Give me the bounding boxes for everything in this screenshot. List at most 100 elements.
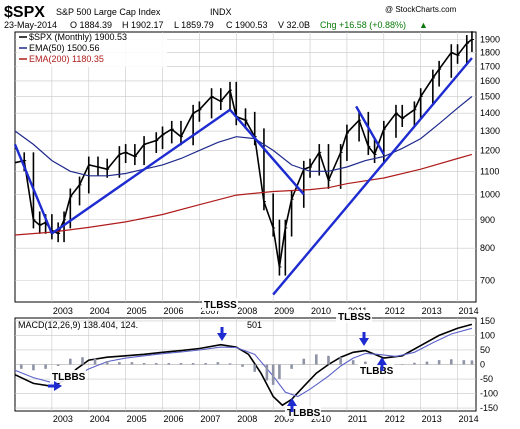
macd-histogram-bar [437, 360, 441, 365]
price-x-tick: 2014 [459, 306, 479, 316]
macd-histogram-bar [56, 364, 60, 366]
annotation-backdrop [285, 406, 321, 419]
macd-histogram-bar [290, 364, 293, 369]
trendlines [13, 57, 473, 296]
macd-histogram-bar [204, 363, 207, 365]
macd-histogram-bar [118, 362, 121, 365]
price-x-axis: 2003200420052006200720082009201020112012… [53, 306, 479, 316]
trendline [51, 108, 231, 235]
exchange-label: INDX [210, 7, 232, 17]
macd-histogram-bar [462, 360, 466, 365]
price-x-tick: 2009 [274, 306, 294, 316]
price-series-line [14, 38, 473, 268]
macd-histogram-bar [413, 362, 416, 365]
price-x-tick: 2008 [237, 306, 257, 316]
macd-histogram-bar [278, 364, 281, 380]
close-value: C 1900.53 [226, 20, 268, 30]
price-y-tick: 700 [480, 275, 495, 285]
price-series [14, 31, 474, 276]
macd-x-tick: 2014 [459, 414, 479, 424]
macd-histogram-bar [154, 363, 158, 365]
volume-value: V 32.0B [278, 20, 310, 30]
price-y-tick: 1900 [480, 35, 500, 45]
price-y-tick: 1600 [480, 76, 500, 86]
macd-x-tick: 2009 [274, 414, 294, 424]
macd-histogram-bar [167, 363, 171, 365]
macd-y-tick: -150 [480, 403, 498, 413]
macd-histogram-bar [449, 359, 453, 365]
price-y-tick: 1000 [480, 189, 500, 199]
ema200-line [14, 153, 473, 236]
price-x-tick: 2004 [90, 306, 110, 316]
macd-y-tick: 0 [480, 360, 485, 370]
macd-x-tick: 2005 [127, 414, 147, 424]
arrow-icon [377, 357, 387, 365]
legend-ema200-text: EMA(200) 1180.35 [29, 54, 104, 64]
price-y-tick: 1700 [480, 61, 500, 71]
stockcharts-watermark: @ StockCharts.com [385, 5, 457, 14]
macd-histogram-bar [105, 361, 109, 365]
macd-x-tick: 2011 [348, 414, 367, 424]
price-x-tick: 2005 [127, 306, 147, 316]
price-y-tick: 800 [480, 243, 495, 253]
annotation-label: TLBSS [204, 300, 237, 311]
annotation-backdrop [336, 310, 372, 323]
macd-x-tick: 2007 [200, 414, 220, 424]
macd-histogram-bar [327, 355, 330, 365]
macd-y-axis: -150 -100 -50 0 50 100 150 [480, 316, 498, 413]
macd-histogram-bar [32, 364, 35, 371]
macd-histogram-bar [216, 362, 220, 365]
macd-histogram-bar [81, 357, 84, 365]
macd-histogram-bar [142, 363, 146, 365]
high-value: H 1902.17 [122, 20, 164, 30]
price-x-tick: 2003 [53, 306, 73, 316]
arrow-icon [54, 381, 62, 391]
macd-histogram-bar [44, 364, 47, 369]
macd-y-tick: -100 [480, 389, 498, 399]
annotation-backdrop [358, 364, 394, 377]
trendline [272, 57, 473, 296]
price-x-tick: 2012 [385, 306, 405, 316]
price-x-tick: 2006 [164, 306, 184, 316]
price-x-tick: 2010 [311, 306, 331, 316]
macd-x-tick: 2004 [90, 414, 110, 424]
macd-x-tick: 2013 [422, 414, 442, 424]
annotation-layer: TLBBS TLBSS TLBBS TLBSS TLBBS [48, 298, 394, 419]
macd-legend-text: MACD(12,26,9) 138.404, 124. [18, 320, 138, 330]
macd-histogram-bar [315, 354, 318, 365]
price-y-tick: 1400 [480, 108, 500, 118]
macd-histogram-bar [93, 358, 97, 365]
trendline [355, 105, 385, 156]
price-panel: 700 800 900 1000 1100 1200 1300 1400 1500 1600 170… [13, 31, 500, 316]
trendline [13, 143, 53, 235]
annotation-backdrop [50, 370, 86, 383]
price-y-tick: 900 [480, 215, 495, 225]
macd-histogram-bar [69, 358, 72, 365]
macd-histogram-bar [191, 363, 195, 365]
price-y-tick: 1200 [480, 145, 500, 155]
macd-histogram-bar [253, 364, 257, 372]
macd-x-tick: 2010 [311, 414, 331, 424]
arrow-icon [359, 338, 369, 346]
price-y-tick: 1100 [480, 166, 499, 176]
index-name: S&P 500 Large Cap Index [56, 7, 161, 17]
macd-histogram-bar [302, 358, 306, 365]
chart-header: $SPX S&P 500 Large Cap Index INDX @ Stoc… [4, 4, 457, 30]
price-panel-frame [14, 31, 477, 303]
open-value: O 1884.39 [70, 20, 112, 30]
macd-histogram-bar [241, 364, 244, 367]
macd-y-tick: 150 [480, 316, 495, 326]
price-y-tick: 1500 [480, 92, 500, 102]
macd-histogram-bar [228, 363, 232, 365]
price-y-tick: 1800 [480, 48, 500, 58]
macd-y-tick: -50 [480, 374, 493, 384]
legend-price-text: $SPX (Monthly) 1900.53 [29, 32, 127, 42]
macd-histogram-bar [364, 361, 367, 365]
arrow-icon [217, 333, 227, 341]
legend-ema50-text: EMA(50) 1500.56 [29, 43, 100, 53]
low-value: L 1859.79 [174, 20, 214, 30]
macd-x-tick: 2006 [164, 414, 184, 424]
macd-x-tick: 2003 [53, 414, 73, 424]
